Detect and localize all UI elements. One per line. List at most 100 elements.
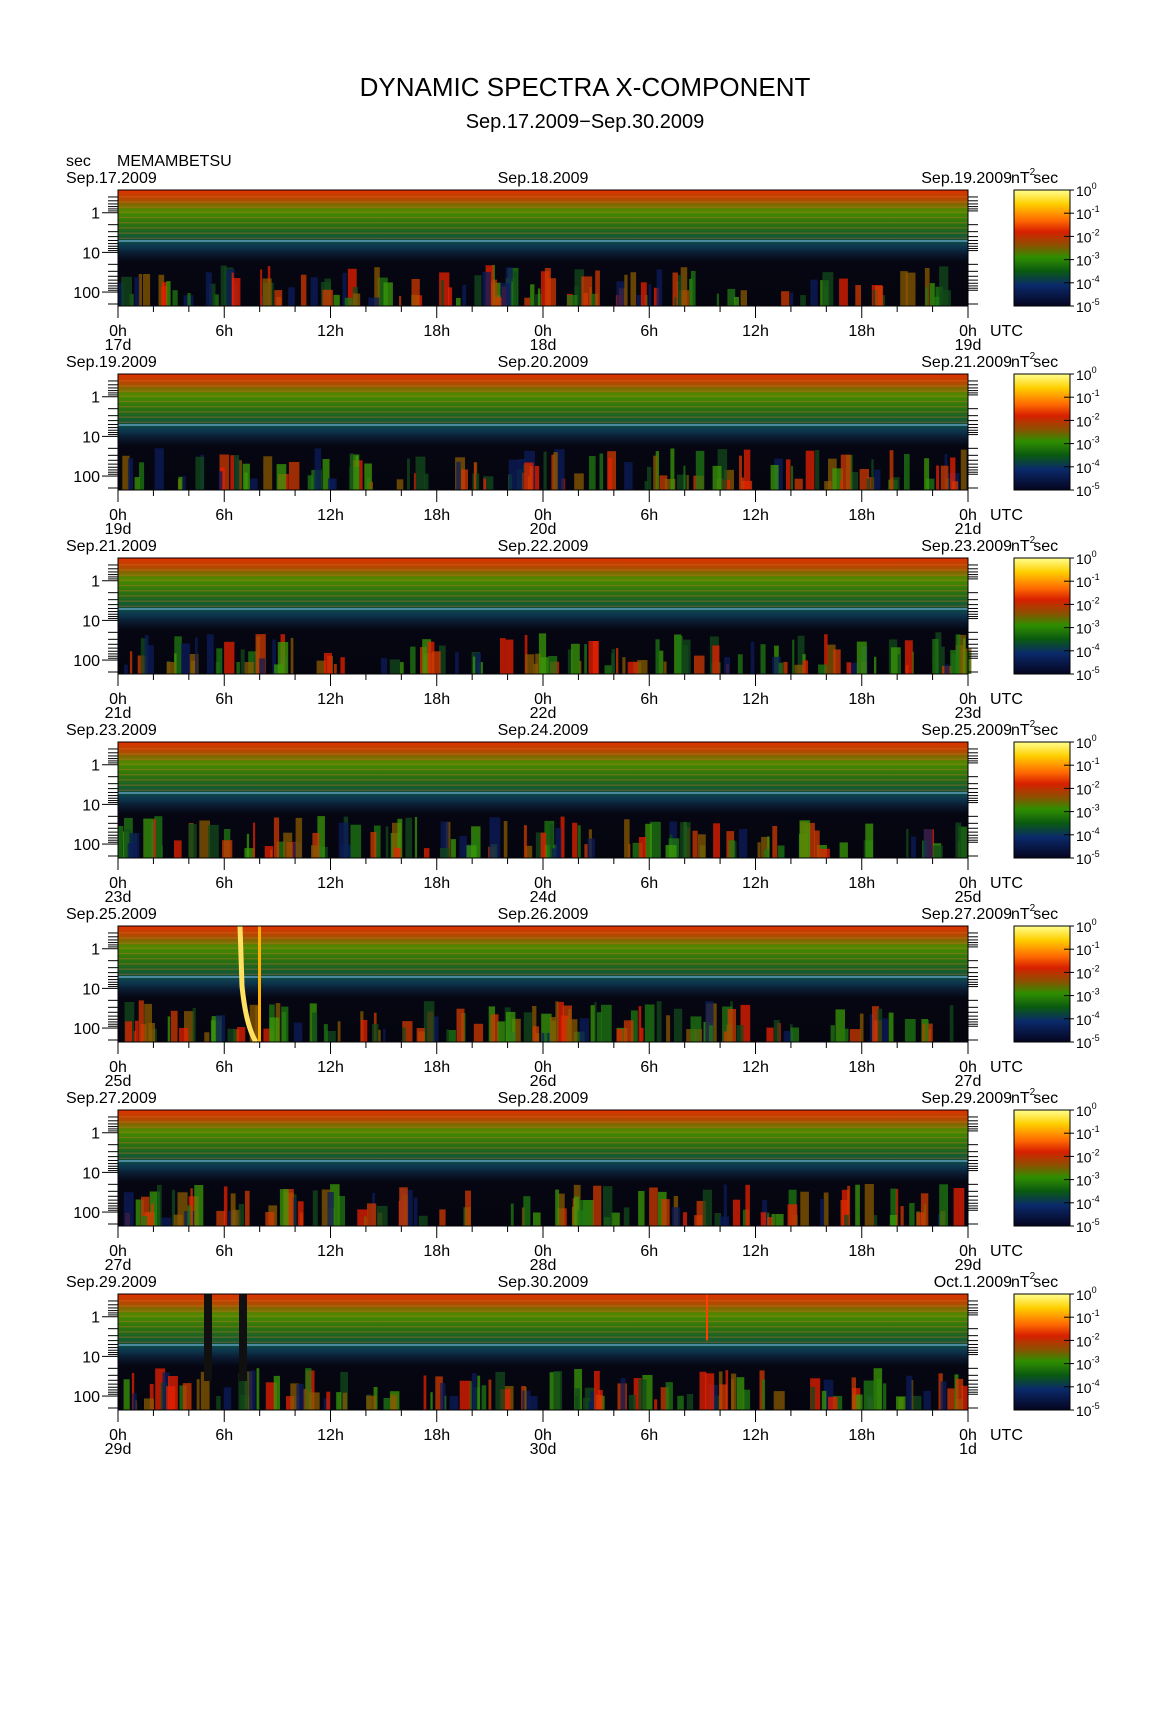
x-tick-label: 12h: [317, 875, 344, 892]
activity-patch: [473, 462, 476, 490]
activity-patch: [677, 1395, 684, 1410]
activity-patch: [172, 290, 178, 306]
activity-patch: [218, 471, 223, 490]
activity-patch: [123, 1379, 130, 1410]
activity-patch: [541, 1013, 552, 1042]
spectral-line: [118, 748, 968, 750]
x-tick-label: 0h: [109, 1427, 127, 1444]
colorbar-tick-exp: -4: [1092, 642, 1100, 652]
activity-patch: [364, 463, 372, 490]
x-tick-label: 6h: [640, 507, 658, 524]
activity-patch: [274, 664, 284, 674]
x-tick-label: 18h: [423, 507, 450, 524]
activity-patch: [575, 1395, 578, 1410]
spectral-line: [118, 937, 968, 939]
colorbar-unit-sup: 2: [1030, 903, 1036, 914]
activity-patch: [890, 1188, 897, 1226]
colorbar-tick-exp: -1: [1092, 572, 1100, 582]
activity-patch: [823, 1379, 834, 1410]
activity-patch: [833, 649, 841, 674]
colorbar-tick-exp: -3: [1092, 1355, 1100, 1365]
activity-patch: [380, 658, 388, 674]
activity-patch: [767, 1217, 773, 1226]
activity-patch: [888, 1012, 894, 1042]
x-tick-label: 6h: [215, 507, 233, 524]
activity-patch: [399, 295, 402, 306]
colorbar: [1013, 1293, 1071, 1411]
activity-patch: [220, 265, 227, 306]
activity-patch: [871, 459, 874, 490]
activity-patch: [799, 820, 811, 858]
activity-patch: [553, 1371, 563, 1410]
activity-patch: [177, 1192, 188, 1226]
colorbar-unit-base: nT: [1011, 170, 1030, 187]
activity-patch: [423, 1375, 427, 1410]
activity-patch: [595, 270, 600, 306]
activity-patch: [904, 454, 910, 490]
x-tick-label: 12h: [742, 507, 769, 524]
activity-patch: [924, 1019, 929, 1042]
colorbar-tick-base: 10: [1076, 942, 1092, 958]
y-tick-label: 1: [91, 206, 100, 223]
activity-patch: [293, 1022, 303, 1042]
activity-patch: [238, 1373, 249, 1410]
spectral-line: [118, 1160, 968, 1162]
activity-patch: [423, 1001, 435, 1042]
activity-patch: [134, 277, 140, 306]
activity-patch: [456, 1008, 465, 1042]
activity-patch: [127, 458, 133, 490]
spectral-line: [118, 222, 968, 224]
panel-end-date: Sep.27.2009: [921, 906, 1012, 923]
colorbar-tick-base: 10: [1076, 183, 1092, 199]
activity-patch: [153, 819, 156, 858]
activity-patch: [233, 1029, 240, 1042]
colorbar-tick-label: 10-3: [1076, 1171, 1100, 1189]
x-tick-label: 18h: [848, 1243, 875, 1260]
activity-patch: [424, 473, 429, 490]
activity-patch: [824, 481, 832, 490]
activity-patch: [279, 1189, 289, 1226]
activity-patch: [719, 1384, 728, 1410]
activity-patch: [544, 820, 555, 858]
activity-patch: [535, 653, 541, 674]
activity-patch: [265, 1212, 275, 1226]
activity-patch: [818, 664, 828, 674]
colorbar-tick-label: 10-4: [1076, 826, 1100, 844]
activity-patch: [705, 1373, 715, 1410]
activity-patch: [144, 635, 149, 674]
activity-patch: [213, 294, 219, 306]
activity-patch: [656, 1001, 662, 1042]
activity-patch: [230, 1193, 236, 1226]
event-streak: [237, 925, 259, 1044]
activity-patch: [916, 1212, 925, 1226]
spectral-line: [118, 395, 968, 397]
x-tick-label: 0h: [109, 691, 127, 708]
colorbar-unit: nT2sec: [1011, 535, 1058, 555]
activity-patch: [792, 639, 795, 674]
colorbar-unit-base: nT: [1011, 722, 1030, 739]
activity-patch: [933, 845, 943, 858]
activity-patch: [269, 1017, 280, 1042]
activity-patch: [276, 464, 287, 490]
activity-patch: [874, 656, 877, 674]
activity-patch: [855, 285, 861, 306]
activity-patch: [244, 1371, 253, 1410]
activity-patch: [572, 822, 578, 858]
activity-patch: [950, 457, 956, 490]
x-tick-label: 0h: [959, 1243, 977, 1260]
figure-title: DYNAMIC SPECTRA X-COMPONENT: [360, 72, 811, 102]
activity-patch: [947, 1388, 955, 1410]
activity-patch: [633, 1378, 642, 1410]
colorbar-tick-base: 10: [1076, 1219, 1092, 1235]
activity-patch: [503, 821, 508, 858]
colorbar-tick-exp: -1: [1092, 204, 1100, 214]
colorbar-tick-exp: -4: [1092, 826, 1100, 836]
colorbar-unit-suffix: sec: [1033, 354, 1058, 371]
activity-patch: [488, 1379, 492, 1410]
activity-patch: [394, 847, 401, 858]
activity-patch: [135, 1199, 144, 1226]
spectral-line: [118, 1152, 968, 1154]
activity-patch: [712, 465, 722, 490]
panel-mid-date: Sep.22.2009: [498, 538, 589, 555]
activity-patch: [848, 662, 859, 674]
